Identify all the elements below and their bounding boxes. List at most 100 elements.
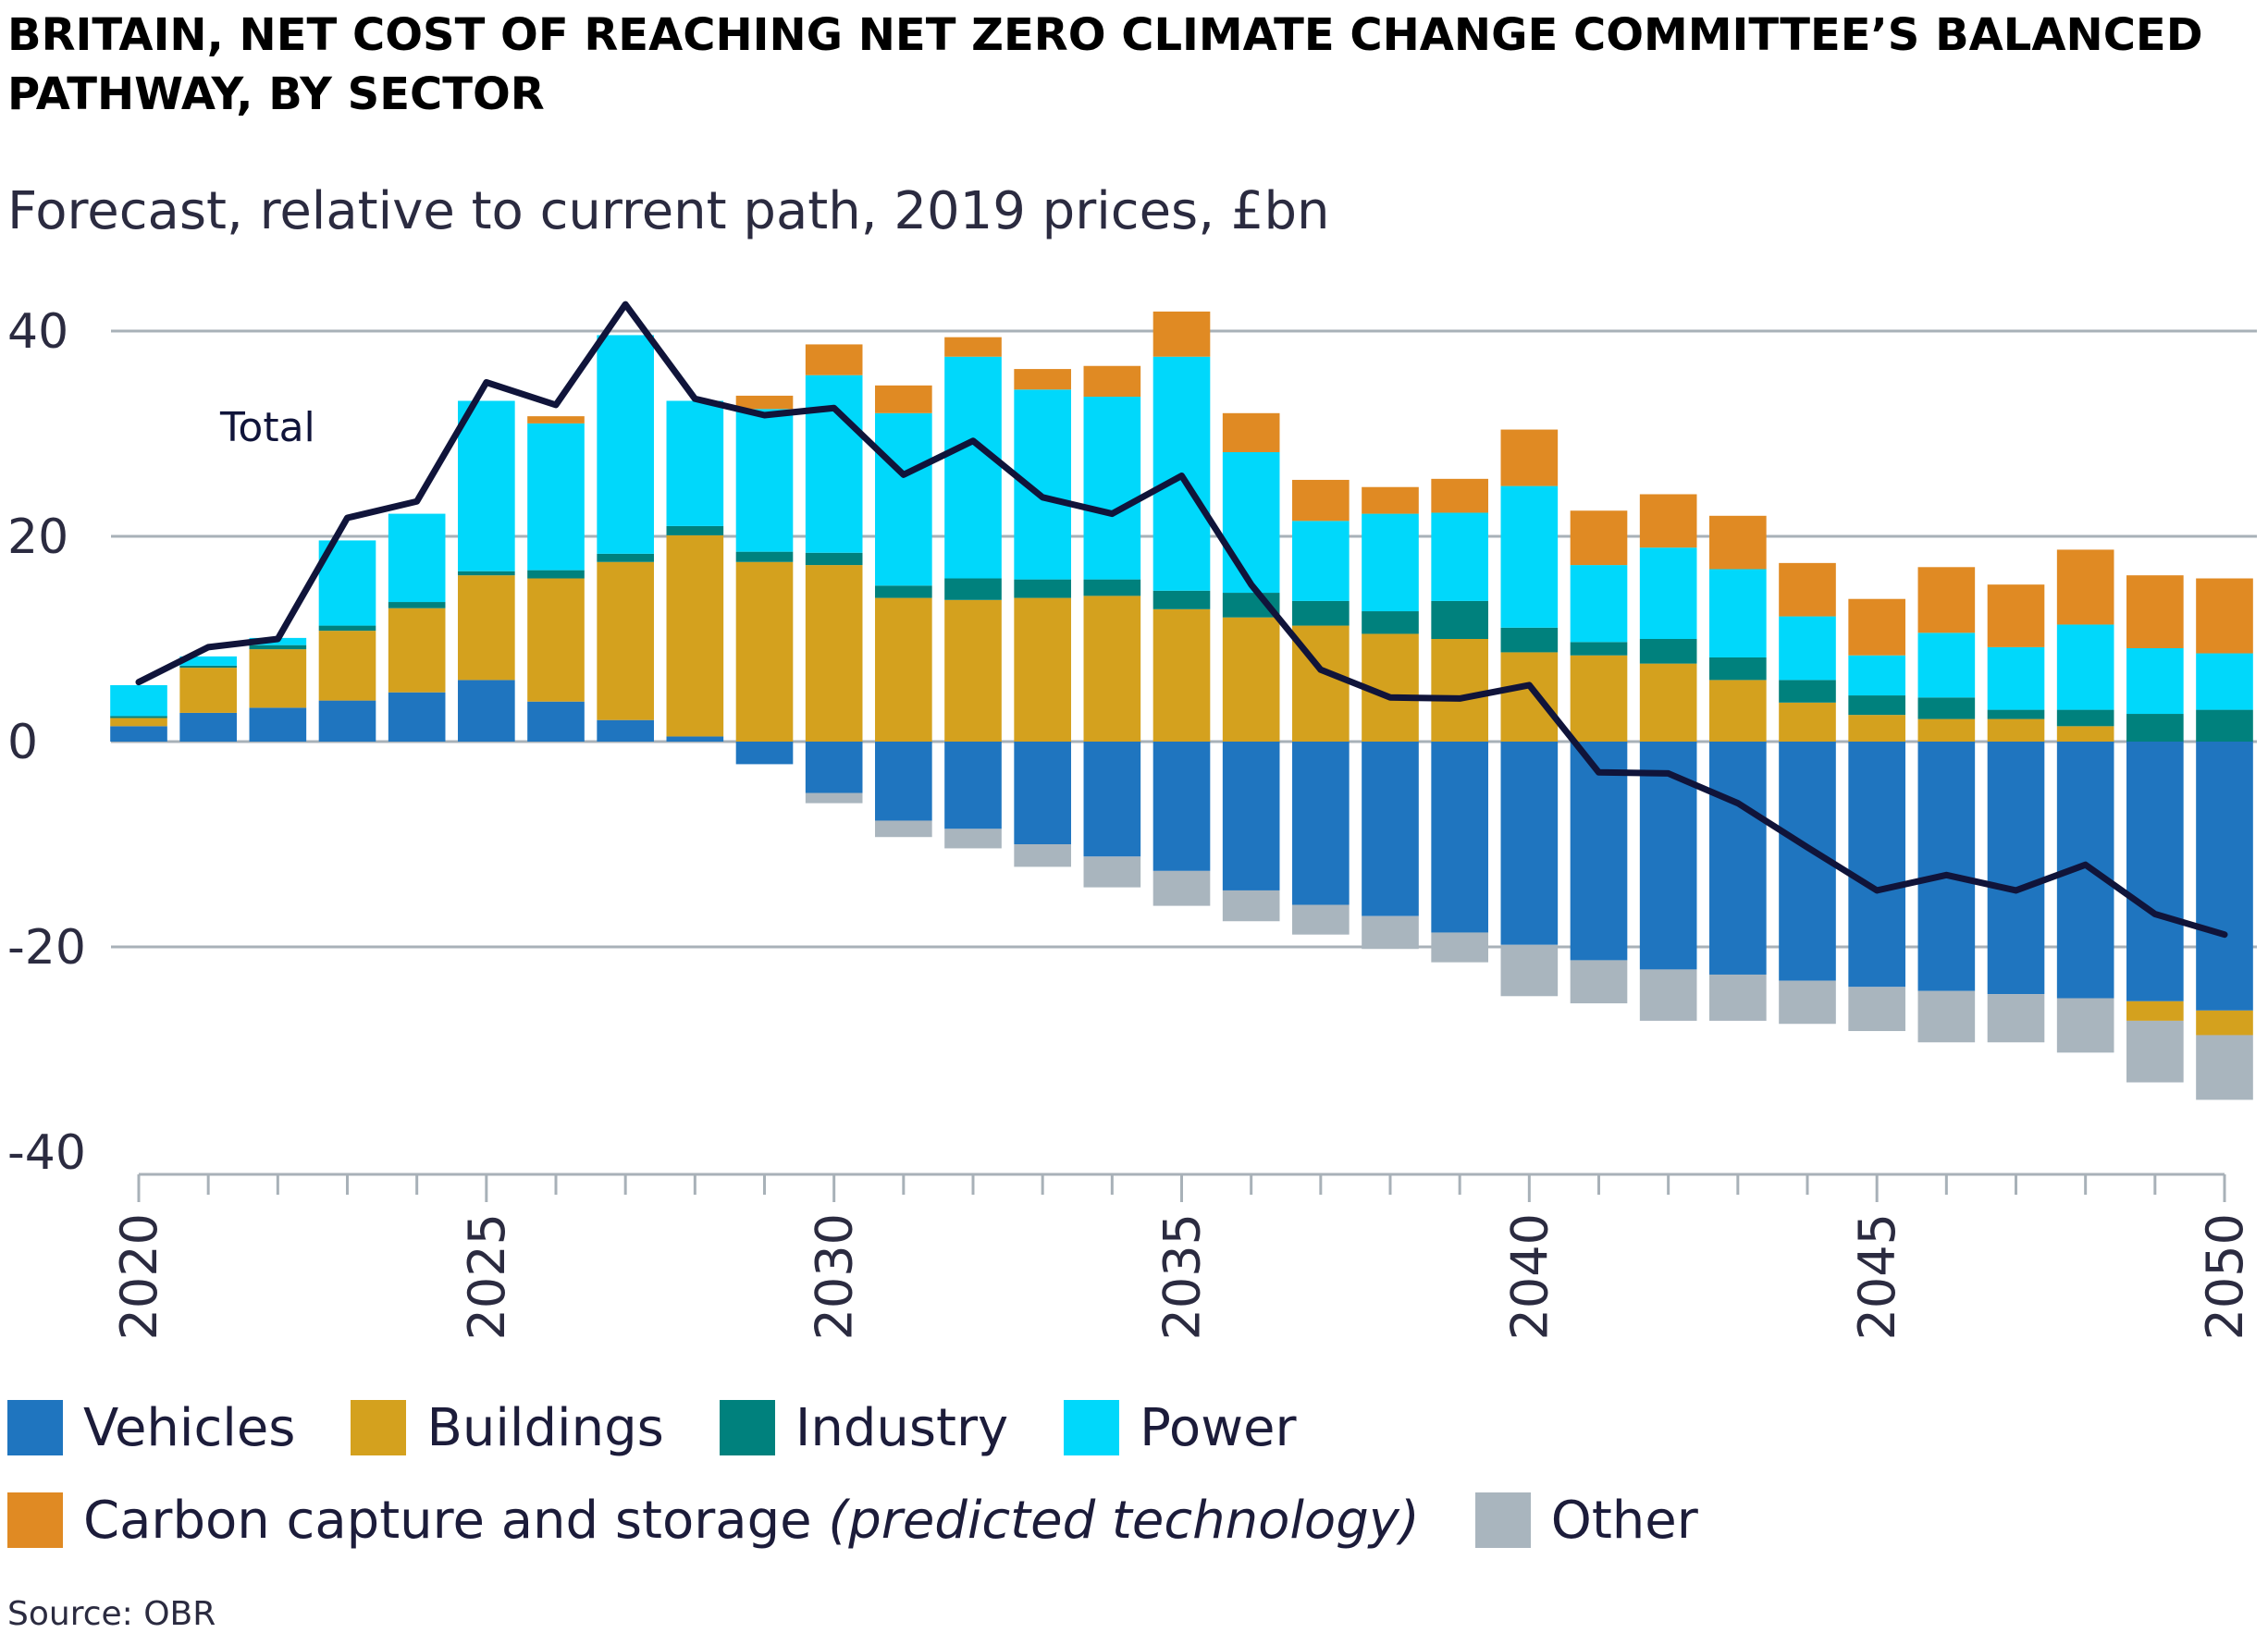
bar-vehicles-2031 (875, 742, 932, 821)
total-label: Total (219, 404, 315, 451)
x-tick-label: 2035 (1153, 1213, 1212, 1340)
bar-ccs-2026 (527, 416, 585, 424)
legend-item-buildings: Buildings (351, 1397, 664, 1458)
bar-buildings-2022 (249, 649, 307, 708)
bar-vehicles-2032 (944, 742, 1002, 829)
bar-ccs-2033 (1014, 369, 1071, 390)
bar-buildings-2036 (1222, 617, 1280, 742)
bar-power-2043 (1709, 569, 1767, 657)
bar-other-2045 (1848, 987, 1905, 1032)
bar-other-2033 (1014, 844, 1071, 867)
bar-buildings-2026 (527, 578, 585, 702)
x-tick-label: 2030 (806, 1213, 864, 1340)
bar-power-2042 (1639, 547, 1697, 639)
bar-power-2044 (1779, 616, 1836, 681)
bar-vehicles-2020 (110, 726, 167, 742)
bar-other-2044 (1779, 980, 1836, 1025)
bar-industry-2039 (1431, 600, 1488, 639)
bar-other-2031 (875, 820, 932, 838)
bar-ccs-2038 (1362, 486, 1419, 514)
bar-power-2039 (1431, 512, 1488, 601)
bar-buildings-2027 (597, 561, 654, 720)
bar-other-2037 (1292, 904, 1350, 935)
bar-power-2021 (179, 656, 237, 666)
bar-buildings-2039 (1431, 639, 1488, 742)
bar-other-2039 (1431, 932, 1488, 963)
bar-buildings-2033 (1014, 597, 1071, 742)
bar-ccs-2032 (944, 337, 1002, 357)
x-tick-label: 2025 (458, 1213, 516, 1340)
bar-industry-2037 (1292, 600, 1350, 626)
bar-buildings-2045 (1848, 715, 1905, 742)
bar-industry-2023 (318, 625, 376, 632)
chart-title: BRITAIN, NET COST OF REACHING NET ZERO C… (7, 9, 2203, 120)
bar-buildings-2042 (1639, 663, 1697, 742)
bar-industry-2020 (110, 716, 167, 718)
bar-buildings-2025 (458, 575, 515, 681)
y-tick-label: 40 (7, 304, 68, 360)
legend-item-ccs: Carbon capture and storage (predicted te… (7, 1491, 1420, 1551)
bar-vehicles-2035 (1152, 742, 1211, 871)
bar-ccs-2029 (735, 395, 794, 410)
bar-power-2032 (944, 356, 1002, 579)
legend-label-ccs-note: (predicted technology) (828, 1490, 1420, 1551)
bar-power-2029 (735, 409, 794, 552)
bar-ccs-2034 (1083, 365, 1141, 398)
bar-ccs-2031 (875, 385, 932, 413)
bar-buildings-2029 (735, 561, 794, 742)
bar-buildings-2032 (944, 599, 1002, 742)
swatch-other (1474, 1492, 1531, 1548)
bar-power-2027 (597, 335, 654, 554)
bar-ccs-2048 (2056, 549, 2114, 625)
bar-industry-2030 (805, 552, 863, 566)
bar-vehicles-2046 (1917, 742, 1976, 991)
bar-industry-2045 (1848, 695, 1905, 716)
bar-industry-2049 (2126, 714, 2184, 742)
bar-ccs-2047 (1987, 584, 2045, 647)
legend-label-power: Power (1140, 1397, 1297, 1458)
bar-vehicles-2047 (1987, 742, 2045, 995)
bar-power-2034 (1083, 397, 1141, 580)
bar-power-2046 (1917, 632, 1976, 698)
bar-vehicles-2040 (1500, 742, 1559, 945)
bar-industry-2038 (1362, 611, 1419, 634)
bar-vehicles-2027 (597, 719, 654, 742)
legend-row-2: Carbon capture and storage (predicted te… (7, 1474, 2255, 1566)
legend-label-buildings: Buildings (426, 1397, 664, 1458)
x-tick-label: 2040 (1500, 1213, 1559, 1340)
bar-industry-2044 (1779, 680, 1836, 703)
bar-buildings-2041 (1570, 655, 1628, 742)
bar-power-2037 (1292, 521, 1350, 601)
bar-buildings-2040 (1500, 652, 1559, 742)
bar-ccs-2044 (1779, 562, 1836, 617)
legend-item-industry: Industry (719, 1397, 1009, 1458)
bar-buildings-2044 (1779, 702, 1836, 742)
bar-industry-2042 (1639, 639, 1697, 664)
bar-vehicles-2030 (805, 742, 863, 793)
bar-buildings-2049 (2126, 1001, 2184, 1021)
bar-vehicles-2034 (1083, 742, 1141, 857)
bar-industry-2043 (1709, 657, 1767, 681)
bar-industry-2047 (1987, 709, 2045, 719)
bar-vehicles-2022 (249, 707, 307, 742)
bar-other-2048 (2056, 998, 2114, 1053)
bar-buildings-2043 (1709, 680, 1767, 742)
legend-label-ccs-text: Carbon capture and storage (83, 1490, 812, 1551)
bar-industry-2032 (944, 578, 1002, 600)
bar-buildings-2031 (875, 597, 932, 742)
legend-label-industry: Industry (795, 1397, 1009, 1458)
bar-power-2028 (666, 400, 724, 526)
bar-industry-2022 (249, 645, 307, 650)
bar-ccs-2045 (1848, 598, 1905, 656)
bar-power-2049 (2126, 647, 2184, 715)
bar-industry-2034 (1083, 579, 1141, 596)
bar-ccs-2040 (1500, 429, 1559, 486)
bar-power-2038 (1362, 513, 1419, 612)
bar-other-2038 (1362, 915, 1419, 950)
bar-ccs-2049 (2126, 575, 2184, 648)
bar-ccs-2041 (1570, 510, 1628, 566)
bar-buildings-2024 (388, 608, 446, 693)
y-tick-label: 20 (7, 510, 68, 565)
bar-other-2034 (1083, 856, 1141, 888)
